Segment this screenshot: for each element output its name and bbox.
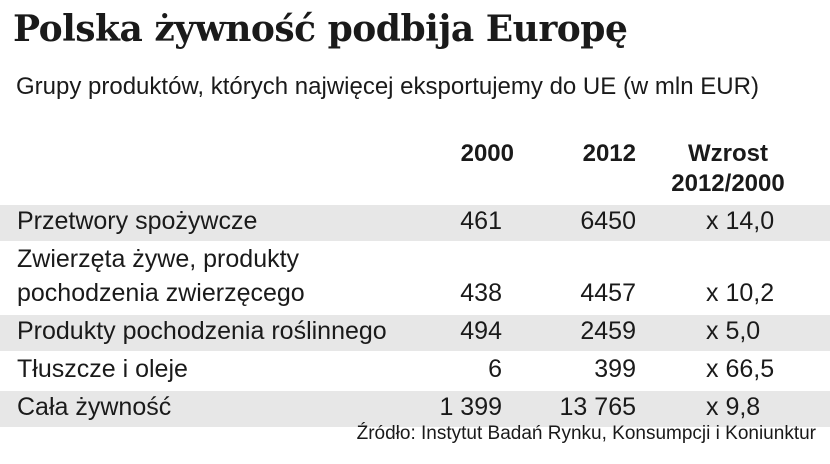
value-growth: x 66,5	[706, 355, 775, 383]
value-2000: 461	[460, 207, 502, 235]
row-label: Cała żywność	[17, 393, 172, 421]
value-2012: 6450	[580, 207, 636, 235]
table-row: Przetwory spożywcze 461 6450 x 14,0	[0, 205, 830, 243]
source-note: Źródło: Instytut Badań Rynku, Konsumpcji…	[356, 423, 816, 444]
value-2012: 399	[594, 355, 636, 383]
chart-title: Polska żywność podbija Europę	[13, 8, 628, 50]
row-label: Tłuszcze i oleje	[17, 355, 188, 383]
table-row: Produkty pochodzenia roślinnego 494 2459 x …	[0, 315, 830, 353]
value-2000: 494	[460, 317, 502, 345]
row-label: pochodzenia zwierzęcego	[17, 279, 305, 307]
column-header-growth-line2: 2012/2000	[671, 170, 785, 197]
value-2000: 1 399	[439, 393, 502, 421]
row-label: Przetwory spożywcze	[17, 207, 258, 235]
column-header-growth-line1: Wzrost	[688, 140, 768, 167]
table-row: Zwierzęta żywe, produkty pochodzenia zwie…	[0, 243, 830, 315]
column-header-2012: 2012	[582, 140, 636, 167]
row-label: Produkty pochodzenia roślinnego	[17, 317, 387, 345]
value-growth: x 5,0	[706, 317, 761, 345]
data-table: Przetwory spożywcze 461 6450 x 14,0 Zwierzęt…	[0, 205, 830, 429]
value-growth: x 9,8	[706, 393, 761, 421]
value-growth: x 14,0	[706, 207, 775, 235]
table-row: Cała żywność 1 399 13 765 x 9,8	[0, 391, 830, 429]
chart-subtitle: Grupy produktów, których najwięcej ekspo…	[16, 73, 759, 100]
column-header-2000: 2000	[460, 140, 514, 167]
value-growth: x 10,2	[706, 279, 775, 307]
row-label: Zwierzęta żywe, produkty	[17, 245, 300, 273]
table-row: Tłuszcze i oleje 6 399 x 66,5	[0, 353, 830, 391]
value-2012: 13 765	[559, 393, 636, 421]
value-2012: 2459	[580, 317, 636, 345]
value-2000: 438	[460, 279, 502, 307]
value-2000: 6	[488, 355, 502, 383]
value-2012: 4457	[580, 279, 636, 307]
column-header-growth: Wzrost 2012/2000	[664, 139, 792, 199]
